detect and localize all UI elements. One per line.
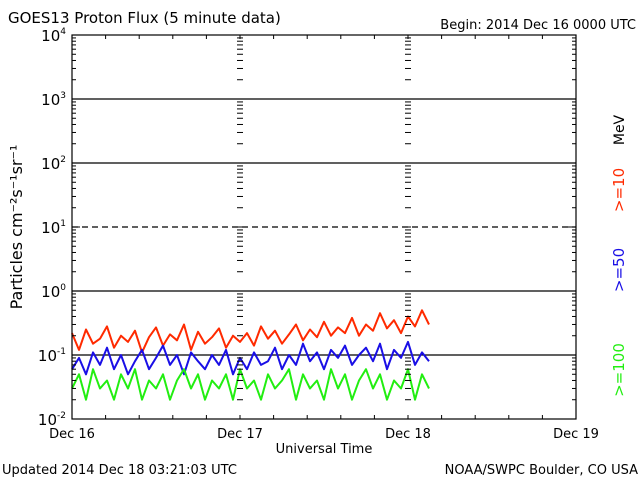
series-line-0 (71, 309, 430, 354)
begin-label: Begin: 2014 Dec 16 0000 UTC (440, 18, 636, 33)
axis-ticks (71, 35, 577, 420)
x-axis-label: Universal Time (276, 442, 373, 457)
footer-credit: NOAA/SWPC Boulder, CO USA (445, 463, 638, 478)
x-tick-labels: Dec 16 Dec 17 Dec 18 Dec 19 (49, 427, 599, 442)
y-tick-label: 100 (41, 283, 66, 301)
legend-label: >=50 (610, 248, 628, 292)
y-axis-label: Particles cm⁻²s⁻¹sr⁻¹ (7, 145, 26, 310)
y-tick-label: 101 (41, 219, 66, 237)
chart-title: GOES13 Proton Flux (5 minute data) (8, 9, 281, 27)
series-lines (71, 309, 430, 401)
y-tick-label: 103 (41, 91, 66, 109)
legend-label: >=100 (610, 343, 628, 397)
y-tick-label: 10-1 (38, 347, 66, 365)
series-line-2 (71, 368, 430, 401)
legend-label: >=10 (610, 168, 628, 212)
y-tick-labels: 104 103 102 101 100 10-1 10-2 (38, 27, 66, 429)
grid (72, 98, 576, 356)
footer-updated: Updated 2014 Dec 18 03:21:03 UTC (2, 463, 237, 478)
x-tick-label: Dec 17 (217, 427, 263, 442)
x-tick-label: Dec 16 (49, 427, 95, 442)
x-tick-label: Dec 19 (553, 427, 599, 442)
series-line-1 (71, 340, 430, 376)
x-tick-label: Dec 18 (385, 427, 431, 442)
y-tick-label: 104 (41, 27, 66, 45)
legend: >=10 >=50 >=100 (610, 168, 628, 397)
y-tick-label: 10-2 (38, 411, 66, 429)
y-tick-label: 102 (41, 155, 66, 173)
unit-label: MeV (612, 114, 628, 145)
